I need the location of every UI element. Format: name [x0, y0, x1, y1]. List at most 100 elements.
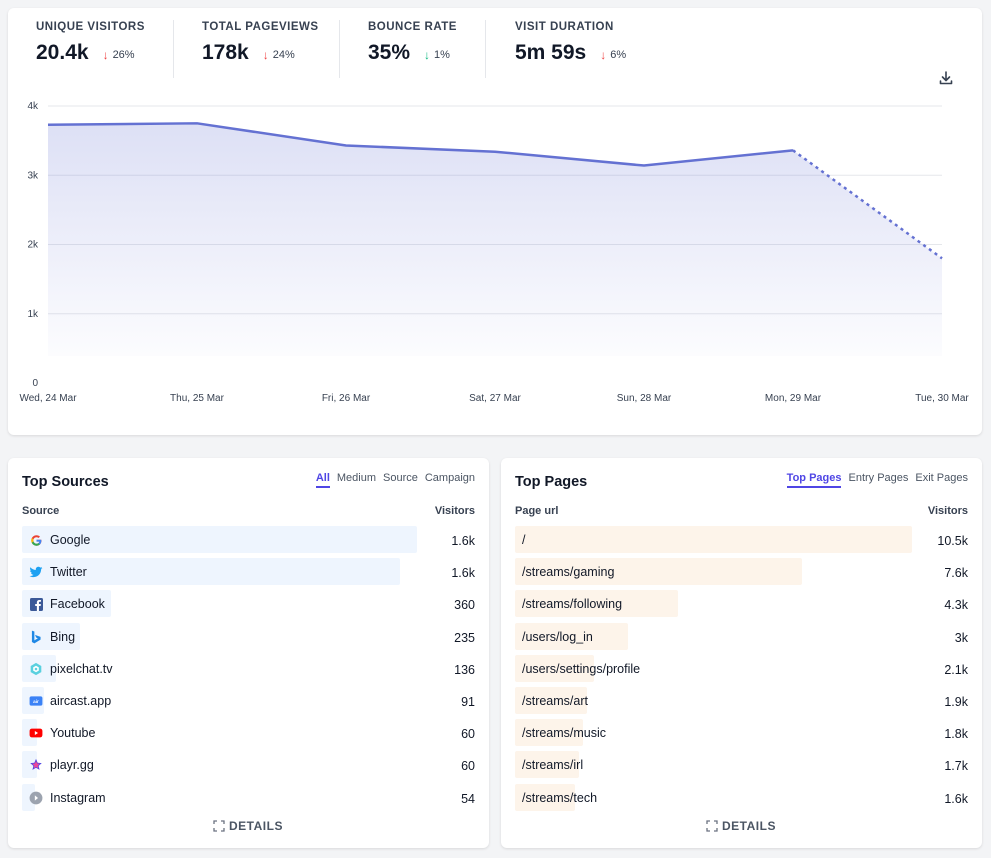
visitors-chart: 0 1k 2k 3k 4k Wed, 24 Mar Thu, 25 Mar Fri, 26 M… — [19, 101, 969, 404]
pixelchat-icon — [29, 662, 43, 676]
expand-icon — [213, 820, 225, 832]
row-value: 3k — [954, 630, 968, 645]
list-item[interactable]: Instagram 54 — [22, 783, 475, 815]
y-tick-label: 4k — [27, 101, 39, 112]
row-value: 1.6k — [451, 534, 475, 548]
row-value: 360 — [454, 598, 475, 613]
metric-value: 178k — [202, 41, 249, 64]
bing-icon — [29, 630, 43, 644]
value-bar — [515, 719, 584, 747]
row-label[interactable]: /streams/following — [515, 591, 622, 618]
twitter-icon — [29, 565, 43, 579]
svg-text:air: air — [33, 699, 39, 704]
row-label[interactable]: Instagram — [22, 784, 106, 811]
row-label-text: /streams/irl — [522, 758, 584, 773]
list-item[interactable]: /streams/art 1.9k — [515, 686, 968, 718]
x-tick-label: Tue, 30 Mar — [915, 393, 969, 404]
list-item[interactable]: Facebook 360 — [22, 589, 475, 621]
list-item[interactable]: / 10.5k — [515, 525, 968, 557]
row-label[interactable]: /streams/music — [515, 720, 606, 747]
row-label[interactable]: /streams/gaming — [515, 559, 614, 586]
row-value: 54 — [461, 791, 475, 806]
sources-list: Google 1.6k Twitter 1.6k Facebook 360 Bing 235 p… — [22, 525, 475, 815]
list-item[interactable]: Bing 235 — [22, 622, 475, 654]
row-label-text: /streams/following — [522, 597, 623, 612]
metric-value: 35% — [368, 41, 411, 64]
row-label-text: /users/log_in — [522, 629, 593, 644]
row-label[interactable]: Google — [22, 527, 90, 554]
row-label[interactable]: /streams/irl — [515, 752, 583, 779]
value-bar — [515, 558, 803, 586]
tab-source[interactable]: Source — [383, 472, 418, 484]
tab-medium[interactable]: Medium — [336, 472, 376, 484]
list-item[interactable]: pixelchat.tv 136 — [22, 654, 475, 686]
row-label[interactable]: /users/log_in — [515, 623, 593, 650]
list-item[interactable]: /streams/music 1.8k — [515, 718, 968, 750]
list-item[interactable]: air aircast.app 91 — [22, 686, 475, 718]
row-label-text: /streams/art — [522, 694, 588, 709]
metric-value: 5m 59s — [515, 41, 587, 64]
row-label[interactable]: Twitter — [22, 559, 87, 586]
metric-change: ↓ 26% — [102, 48, 135, 62]
list-item[interactable]: /streams/following 4.3k — [515, 589, 968, 621]
list-item[interactable]: /users/log_in 3k — [515, 622, 968, 654]
list-item[interactable]: Twitter 1.6k — [22, 557, 475, 589]
value-bar — [515, 590, 678, 618]
list-item[interactable]: Google 1.6k — [22, 525, 475, 557]
row-label-text: Google — [50, 533, 91, 548]
tab-exit-pages[interactable]: Exit Pages — [915, 472, 968, 484]
row-label[interactable]: /users/settings/profile — [515, 655, 640, 682]
metric-change: ↓ 6% — [600, 48, 627, 62]
tab-top-pages[interactable]: Top Pages — [786, 472, 842, 488]
row-label[interactable]: /streams/art — [515, 688, 588, 715]
row-value: 1.6k — [451, 566, 475, 581]
x-tick-label: Fri, 26 Mar — [322, 393, 371, 404]
top-pages-card: Top Pages Top Pages Entry Pages Exit Pag… — [501, 458, 982, 848]
row-label[interactable]: /streams/tech — [515, 784, 597, 811]
instagram-icon — [29, 791, 43, 805]
column-header-page-url: Page url — [515, 505, 559, 517]
row-label-text: Facebook — [50, 597, 105, 612]
row-label-text: /streams/gaming — [522, 565, 615, 580]
row-value: 1.8k — [944, 727, 968, 742]
x-tick-label: Sat, 27 Mar — [469, 393, 521, 404]
list-item[interactable]: /streams/irl 1.7k — [515, 750, 968, 782]
tab-all[interactable]: All — [315, 472, 330, 488]
metric-unique-visitors[interactable]: UNIQUE VISITORS 20.4k ↓ 26% — [36, 21, 145, 65]
row-label[interactable]: playr.gg — [22, 752, 94, 779]
row-label[interactable]: Facebook — [22, 591, 105, 618]
list-item[interactable]: /streams/tech 1.6k — [515, 783, 968, 815]
tab-entry-pages[interactable]: Entry Pages — [848, 472, 909, 484]
list-item[interactable]: playr.gg 60 — [22, 750, 475, 782]
row-label[interactable]: Bing — [22, 623, 75, 650]
row-value: 60 — [461, 727, 475, 742]
metric-change: ↓ 24% — [262, 48, 295, 62]
pages-details-button[interactable]: DETAILS — [706, 819, 776, 833]
metric-change: ↓ 1% — [424, 48, 450, 62]
sources-details-button[interactable]: DETAILS — [213, 819, 283, 833]
x-tick-label: Wed, 24 Mar — [19, 393, 77, 404]
row-label[interactable]: / — [515, 527, 525, 554]
list-item[interactable]: Youtube 60 — [22, 718, 475, 750]
metric-bounce-rate[interactable]: BOUNCE RATE 35% ↓ 1% — [368, 21, 457, 65]
expand-icon — [706, 820, 718, 832]
value-bar — [22, 622, 81, 650]
value-bar — [22, 526, 417, 553]
facebook-icon — [29, 597, 43, 611]
list-item[interactable]: /streams/gaming 7.6k — [515, 557, 968, 589]
metric-total-pageviews[interactable]: TOTAL PAGEVIEWS 178k ↓ 24% — [202, 21, 319, 65]
row-label-text: /streams/tech — [522, 790, 598, 805]
row-value: 235 — [454, 630, 475, 645]
row-label[interactable]: pixelchat.tv — [22, 655, 113, 682]
sources-tabs: All Medium Source Campaign — [315, 472, 475, 488]
row-label[interactable]: Youtube — [22, 720, 95, 747]
download-icon[interactable] — [938, 70, 954, 86]
row-label[interactable]: air aircast.app — [22, 688, 111, 715]
row-value: 1.7k — [944, 759, 968, 774]
divider — [485, 20, 486, 78]
value-bar — [515, 686, 587, 714]
metric-visit-duration[interactable]: VISIT DURATION 5m 59s ↓ 6% — [515, 21, 626, 65]
row-label-text: Youtube — [50, 726, 96, 741]
list-item[interactable]: /users/settings/profile 2.1k — [515, 654, 968, 686]
tab-campaign[interactable]: Campaign — [424, 472, 475, 484]
